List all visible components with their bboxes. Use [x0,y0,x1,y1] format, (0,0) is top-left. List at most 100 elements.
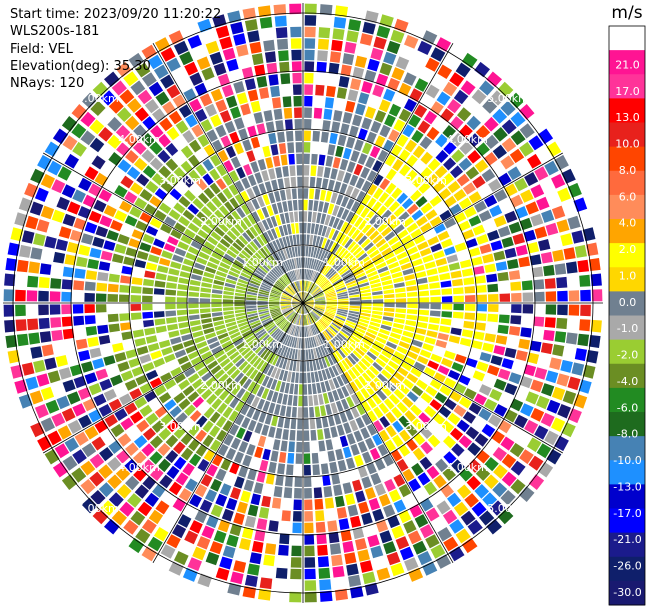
velocity-gate [282,96,292,108]
velocity-gate [195,444,208,457]
velocity-gate [84,372,98,385]
velocity-gate [16,259,29,273]
velocity-gate [328,216,336,227]
velocity-gate [418,297,430,303]
velocity-gate [200,313,212,319]
velocity-gate [306,281,311,292]
velocity-gate [188,154,201,168]
velocity-gate [210,231,222,242]
velocity-gate [300,292,303,303]
velocity-gate [89,347,102,359]
velocity-gate [196,56,211,70]
velocity-gate [528,135,544,151]
velocity-gate [357,360,368,371]
velocity-gate [185,252,197,261]
velocity-gate [249,226,259,237]
velocity-gate [292,300,303,303]
velocity-gate [201,371,213,382]
velocity-gate [369,214,380,225]
velocity-gate [370,120,382,134]
velocity-gate [305,326,309,337]
velocity-gate [464,312,476,320]
velocity-gate [274,368,281,380]
velocity-gate [336,375,345,387]
velocity-gate [168,30,184,45]
velocity-gate [508,92,525,109]
velocity-gate [274,266,283,276]
velocity-gate [150,467,164,481]
velocity-gate [303,257,306,268]
velocity-gate [390,29,405,44]
velocity-gate [120,370,134,382]
site-label: WLS200s-181 [10,24,100,40]
velocity-gate [80,111,96,127]
velocity-gate [260,262,270,272]
velocity-gate [303,303,307,314]
velocity-gate [282,201,288,212]
velocity-gate [166,282,177,289]
velocity-gate [251,53,264,66]
velocity-gate [274,283,284,290]
velocity-gate [310,337,315,348]
velocity-gate [375,238,387,248]
velocity-gate [325,291,336,296]
velocity-gate [300,280,303,291]
velocity-gate [449,546,465,562]
velocity-gate [297,314,301,325]
velocity-gate [309,176,316,188]
velocity-gate [303,292,306,303]
velocity-gate [279,277,287,287]
velocity-gate [591,304,603,317]
velocity-gate [127,98,142,113]
velocity-gate [247,125,257,138]
velocity-gate [391,67,405,81]
velocity-gate [192,268,204,276]
velocity-gate [567,182,582,198]
velocity-gate [84,315,96,325]
velocity-gate [119,89,135,105]
velocity-gate [270,309,281,314]
velocity-gate [154,188,168,201]
velocity-gate [541,383,555,397]
velocity-gate [386,256,398,265]
velocity-gate [414,514,429,528]
velocity-gate [286,311,295,319]
velocity-gate [254,529,266,542]
velocity-gate [328,341,337,351]
velocity-gate [89,119,105,135]
velocity-gate [265,157,274,169]
velocity-gate [294,303,303,311]
velocity-gate [246,406,256,419]
velocity-gate [179,51,194,66]
velocity-gate [304,119,312,130]
velocity-gate [415,327,427,335]
velocity-gate [87,258,99,270]
velocity-gate [258,291,269,296]
velocity-gate [465,304,476,311]
velocity-gate [497,324,509,335]
velocity-gate [275,120,284,132]
velocity-gate [407,297,418,303]
velocity-gate [249,320,261,326]
velocity-gate [40,386,55,401]
velocity-gate [195,164,207,177]
velocity-gate [271,311,282,317]
colorbar-swatch [609,436,645,461]
velocity-gate [221,84,234,98]
velocity-gate [89,453,105,469]
velocity-gate [461,537,478,554]
velocity-gate [510,315,522,325]
velocity-gate [285,347,291,359]
velocity-gate [287,272,294,282]
velocity-gate [285,310,294,318]
velocity-gate [260,315,271,322]
velocity-gate [292,234,297,246]
velocity-gate [192,198,205,210]
velocity-gate [433,223,446,234]
velocity-gate [252,274,263,282]
velocity-gate [244,78,256,91]
velocity-gate [303,315,306,326]
velocity-gate [136,173,150,187]
velocity-gate [320,249,326,261]
velocity-gate [466,475,481,491]
